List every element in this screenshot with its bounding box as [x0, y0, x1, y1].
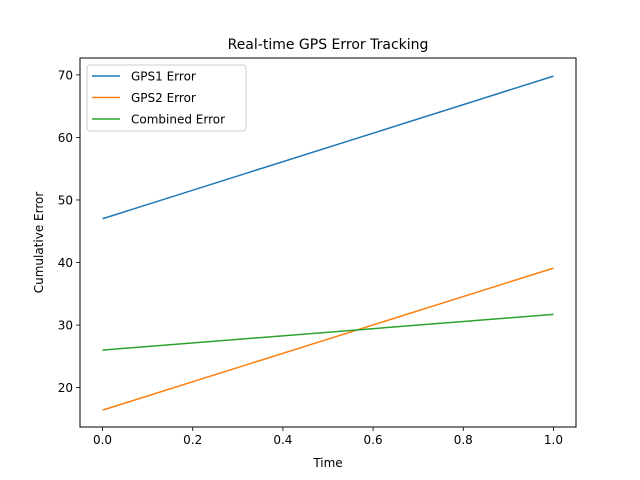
series-line-3: [102, 313, 554, 351]
series-layer: [102, 75, 554, 411]
legend-label-3: Combined Error: [131, 113, 225, 127]
series-line-2: [102, 267, 554, 411]
series-line-1: [102, 75, 554, 220]
x-tick-label: 0.8: [454, 433, 473, 447]
y-tick-label: 30: [58, 319, 73, 333]
y-tick-label: 50: [58, 193, 73, 207]
x-tick-label: 0.0: [93, 433, 112, 447]
y-tick-label: 20: [58, 381, 73, 395]
legend-label-2: GPS2 Error: [131, 91, 196, 105]
chart-title: Real-time GPS Error Tracking: [228, 37, 429, 53]
legend-label-1: GPS1 Error: [131, 70, 196, 84]
legend: GPS1 Error GPS2 Error Combined Error: [86, 64, 247, 132]
x-tick-label: 0.4: [273, 433, 292, 447]
y-tick-label: 40: [58, 256, 73, 270]
x-axis-label: Time: [312, 456, 342, 470]
plot-area-frame: [79, 57, 577, 428]
y-tick-label: 60: [58, 131, 73, 145]
x-tick-label: 0.2: [183, 433, 202, 447]
x-tick-label: 1.0: [544, 433, 563, 447]
ticks-layer: 0.0 0.2 0.4 0.6 0.8 1.0 20 30 40 50 60 70: [58, 68, 563, 447]
legend-box: [86, 64, 247, 132]
x-tick-label: 0.6: [364, 433, 383, 447]
y-tick-label: 70: [58, 68, 73, 82]
y-axis-label: Cumulative Error: [32, 192, 46, 294]
